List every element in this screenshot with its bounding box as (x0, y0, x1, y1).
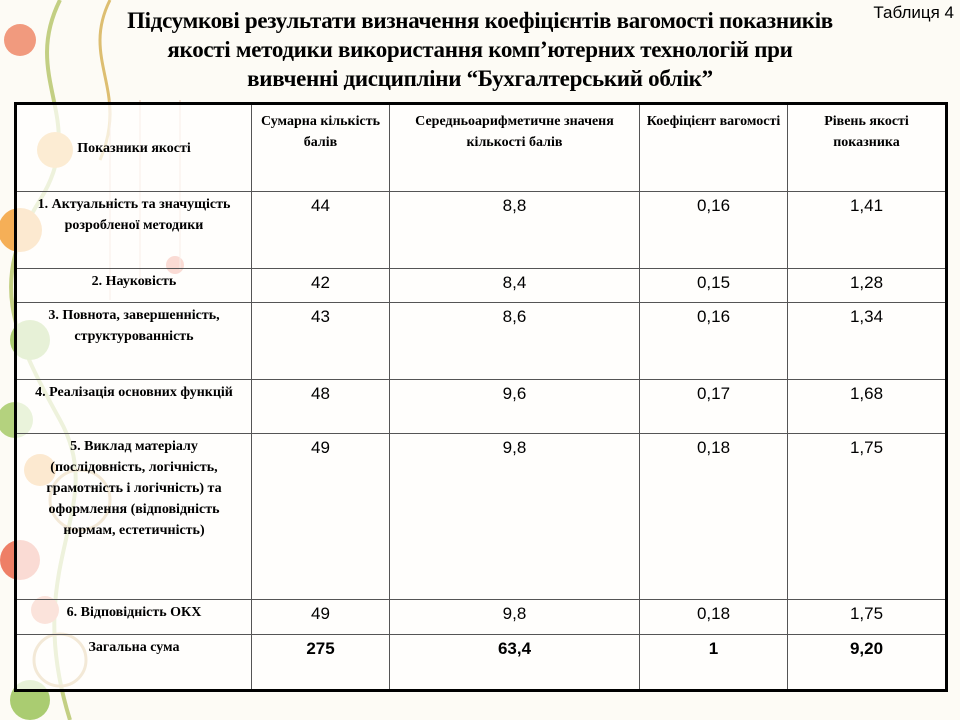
average-value: 8,6 (389, 302, 640, 380)
page-title: Підсумкові результати визначення коефіці… (40, 6, 920, 93)
total-sum: 275 (251, 634, 390, 691)
header-coefficient: Коефіцієнт вагомості (639, 103, 788, 192)
title-line: вивченні дисципліни “Бухгалтерський облі… (247, 66, 713, 91)
sum-value: 49 (251, 599, 390, 635)
indicator-name: 1. Актуальність та значущість розроблено… (15, 191, 252, 269)
total-average: 63,4 (389, 634, 640, 691)
table-row: 6. Відповідність ОКХ 49 9,8 0,18 1,75 (15, 599, 947, 635)
table-row: 1. Актуальність та значущість розроблено… (15, 191, 947, 269)
results-table: Показники якості Сумарна кількість балів… (14, 102, 948, 692)
table-row: 3. Повнота, завершенність, структурованн… (15, 302, 947, 380)
indicator-name: 4. Реалізація основних функцій (15, 379, 252, 434)
coefficient-value: 0,15 (639, 268, 788, 303)
coefficient-value: 0,16 (639, 302, 788, 380)
table-row: 2. Науковість 42 8,4 0,15 1,28 (15, 268, 947, 303)
coefficient-value: 0,18 (639, 599, 788, 635)
quality-level-value: 1,34 (787, 302, 947, 380)
sum-value: 48 (251, 379, 390, 434)
coefficient-value: 0,16 (639, 191, 788, 269)
average-value: 9,8 (389, 599, 640, 635)
title-line: якості методики використання комп’ютерни… (167, 37, 793, 62)
header-average: Середньоарифметичне значеня кількості ба… (389, 103, 640, 192)
quality-level-value: 1,41 (787, 191, 947, 269)
table-row: 5. Виклад матеріалу (послідовність, логі… (15, 433, 947, 600)
header-indicators: Показники якості (15, 103, 252, 192)
indicator-name: 3. Повнота, завершенність, структурованн… (15, 302, 252, 380)
table-row: 4. Реалізація основних функцій 48 9,6 0,… (15, 379, 947, 434)
quality-level-value: 1,68 (787, 379, 947, 434)
header-quality-level: Рівень якості показника (787, 103, 947, 192)
table-number-label: Таблиця 4 (873, 3, 954, 22)
coefficient-value: 0,17 (639, 379, 788, 434)
sum-value: 49 (251, 433, 390, 600)
table-header-row: Показники якості Сумарна кількість балів… (15, 103, 947, 192)
sum-value: 42 (251, 268, 390, 303)
results-table-container: Показники якості Сумарна кількість балів… (14, 102, 948, 692)
coefficient-value: 0,18 (639, 433, 788, 600)
indicator-name: 5. Виклад матеріалу (послідовність, логі… (15, 433, 252, 600)
header-sum: Сумарна кількість балів (251, 103, 390, 192)
quality-level-value: 1,28 (787, 268, 947, 303)
average-value: 9,6 (389, 379, 640, 434)
total-quality-level: 9,20 (787, 634, 947, 691)
quality-level-value: 1,75 (787, 433, 947, 600)
total-label: Загальна сума (15, 634, 252, 691)
average-value: 8,4 (389, 268, 640, 303)
quality-level-value: 1,75 (787, 599, 947, 635)
indicator-name: 2. Науковість (15, 268, 252, 303)
total-coefficient: 1 (639, 634, 788, 691)
table-total-row: Загальна сума 275 63,4 1 9,20 (15, 634, 947, 691)
title-line: Підсумкові результати визначення коефіці… (127, 8, 833, 33)
sum-value: 44 (251, 191, 390, 269)
indicator-name: 6. Відповідність ОКХ (15, 599, 252, 635)
sum-value: 43 (251, 302, 390, 380)
average-value: 8,8 (389, 191, 640, 269)
average-value: 9,8 (389, 433, 640, 600)
